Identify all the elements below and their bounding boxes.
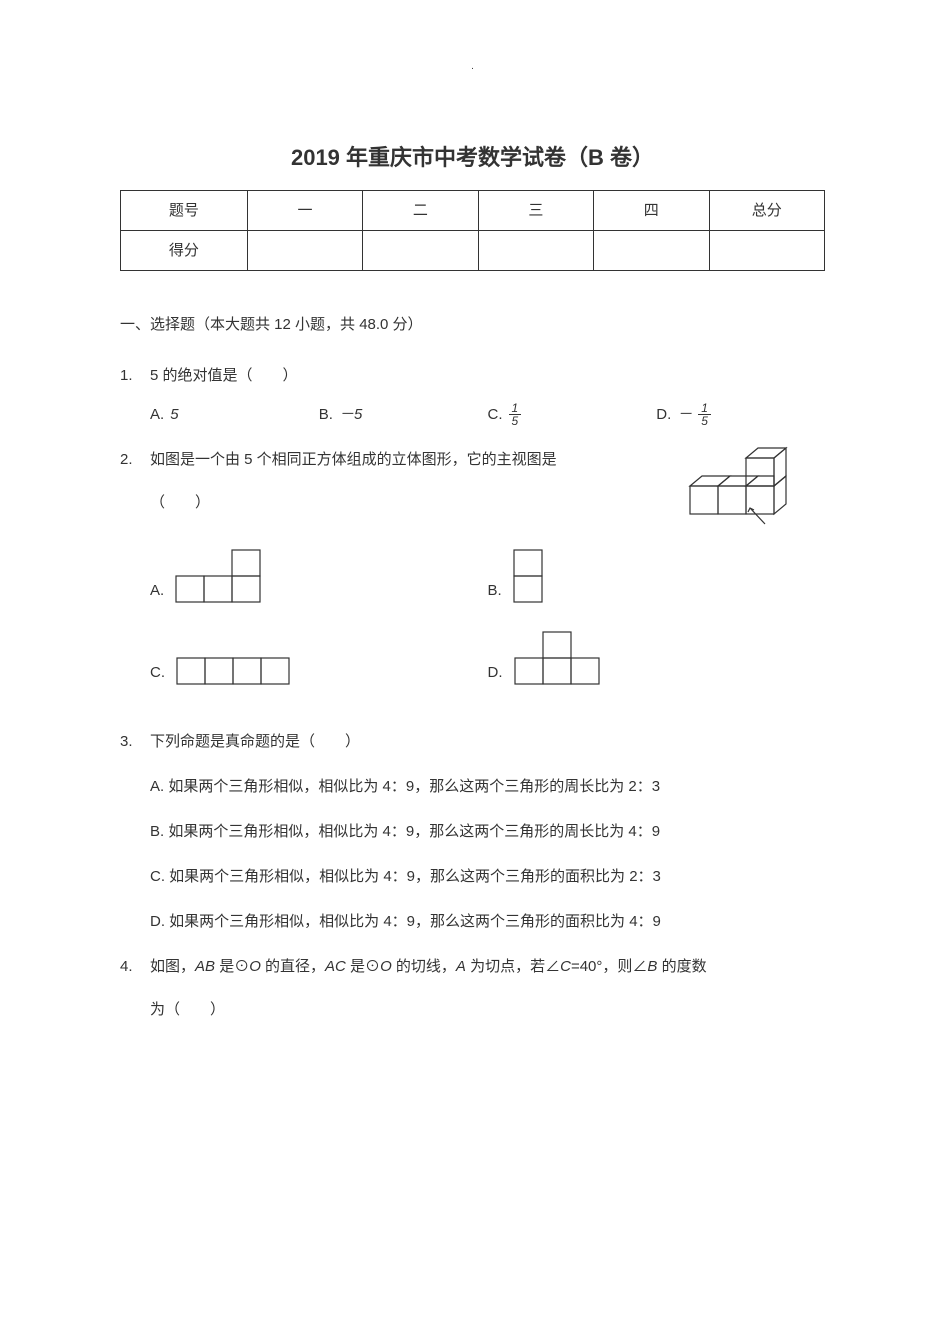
cell (363, 230, 478, 270)
option-d: D. － 15 (656, 401, 825, 428)
option-b: B. －5 (319, 401, 488, 428)
t: B (647, 958, 657, 975)
t: 为切点，若∠ (466, 958, 560, 975)
question-number: 1. (120, 362, 150, 389)
option-a: A. (150, 546, 488, 604)
cell: 四 (594, 190, 709, 230)
cell-label: 题号 (121, 190, 248, 230)
question-4: 4. 如图，AB 是⊙O 的直径，AC 是⊙O 的切线，A 为切点，若∠C=40… (120, 953, 825, 1023)
shape-b-icon (512, 546, 546, 604)
shape-a-icon (174, 546, 264, 604)
cubes-icon (670, 446, 820, 526)
option-letter: D. (656, 401, 671, 428)
question-number: 4. (120, 953, 150, 1023)
t: AC (325, 958, 346, 975)
option-a: A. 5 (150, 401, 319, 428)
question-text: 如图是一个由 5 个相同正方体组成的立体图形，它的主视图是 （ ） (150, 446, 665, 526)
t: O (380, 958, 392, 975)
cell: 三 (478, 190, 593, 230)
question-3: 3. 下列命题是真命题的是（ ） (120, 728, 825, 755)
cell: 总分 (709, 190, 824, 230)
minus-sign: － (677, 401, 692, 428)
t: O (249, 958, 261, 975)
section-heading: 一、选择题（本大题共 12 小题，共 48.0 分） (120, 311, 825, 338)
option-b: B. 如果两个三角形相似，相似比为 4：9，那么这两个三角形的周长比为 4：9 (150, 818, 825, 845)
option-letter: B. (319, 401, 333, 428)
t: 的直径， (261, 958, 325, 975)
option-d: D. 如果两个三角形相似，相似比为 4：9，那么这两个三角形的面积比为 4：9 (150, 908, 825, 935)
shape-c-icon (175, 654, 293, 686)
option-b: B. (488, 546, 826, 604)
t: 的切线， (392, 958, 456, 975)
fraction-icon: 15 (698, 402, 711, 427)
question-body: 如图是一个由 5 个相同正方体组成的立体图形，它的主视图是 （ ） (150, 446, 825, 526)
t: 是⊙ (346, 958, 380, 975)
option-c: C. 如果两个三角形相似，相似比为 4：9，那么这两个三角形的面积比为 2：3 (150, 863, 825, 890)
text-line: （ ） (150, 489, 665, 516)
option-c: C. 15 (488, 401, 657, 428)
question-2: 2. 如图是一个由 5 个相同正方体组成的立体图形，它的主视图是 （ ） (120, 446, 825, 526)
cell: 一 (247, 190, 362, 230)
option-value: －5 (339, 401, 362, 428)
option-letter: C. (150, 659, 165, 686)
question-number: 3. (120, 728, 150, 755)
question-text: 下列命题是真命题的是（ ） (150, 728, 825, 755)
top-marker: · (120, 60, 825, 78)
option-a: A. 如果两个三角形相似，相似比为 4：9，那么这两个三角形的周长比为 2：3 (150, 773, 825, 800)
q1-options: A. 5 B. －5 C. 15 D. － 15 (150, 401, 825, 428)
text-line: 如图是一个由 5 个相同正方体组成的立体图形，它的主视图是 (150, 446, 665, 473)
page-title: 2019 年重庆市中考数学试卷（B 卷） (120, 138, 825, 178)
t: C (560, 958, 571, 975)
shape-d-icon (513, 628, 603, 686)
option-letter: C. (488, 401, 503, 428)
option-c: C. (150, 628, 488, 686)
cell (247, 230, 362, 270)
t: AB (195, 958, 215, 975)
t: =40°，则∠ (571, 958, 647, 975)
t: 如图， (150, 958, 195, 975)
cell (594, 230, 709, 270)
t: 的度数 (657, 958, 706, 975)
question-text: 如图，AB 是⊙O 的直径，AC 是⊙O 的切线，A 为切点，若∠C=40°，则… (150, 953, 825, 1023)
t: A (456, 958, 466, 975)
cube-figure (665, 446, 825, 526)
text-line: 为（ ） (150, 996, 825, 1023)
question-text: 5 的绝对值是（ ） (150, 362, 825, 389)
cell-label: 得分 (121, 230, 248, 270)
q3-options: A. 如果两个三角形相似，相似比为 4：9，那么这两个三角形的周长比为 2：3 … (150, 773, 825, 935)
question-1: 1. 5 的绝对值是（ ） (120, 362, 825, 389)
score-table: 题号 一 二 三 四 总分 得分 (120, 190, 825, 271)
option-letter: B. (488, 577, 502, 604)
table-row: 得分 (121, 230, 825, 270)
option-letter: A. (150, 577, 164, 604)
option-value: 5 (170, 401, 178, 428)
cell (478, 230, 593, 270)
question-number: 2. (120, 446, 150, 526)
fraction-icon: 15 (509, 402, 522, 427)
cell: 二 (363, 190, 478, 230)
cell (709, 230, 824, 270)
option-letter: A. (150, 401, 164, 428)
option-d: D. (488, 628, 826, 686)
table-row: 题号 一 二 三 四 总分 (121, 190, 825, 230)
option-letter: D. (488, 659, 503, 686)
q2-options: A. B. C. (150, 546, 825, 710)
t: 是⊙ (215, 958, 249, 975)
